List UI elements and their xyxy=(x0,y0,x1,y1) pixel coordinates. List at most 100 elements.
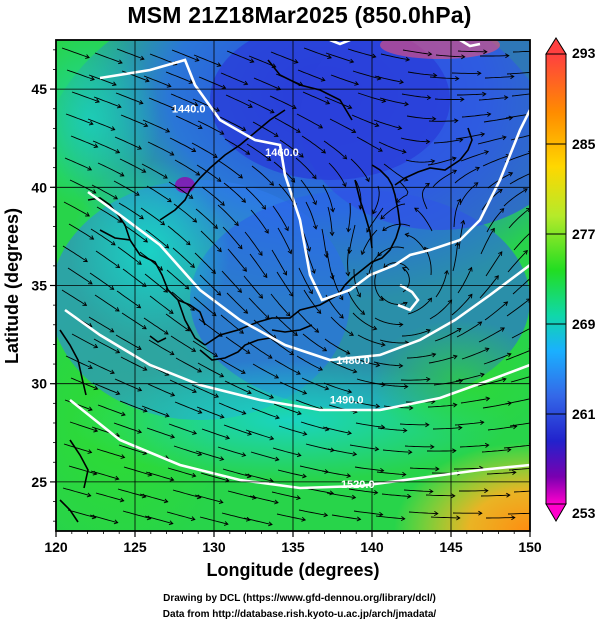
streamline xyxy=(305,201,317,230)
streamline xyxy=(170,335,196,352)
streamline-arrowhead xyxy=(432,72,438,78)
streamline xyxy=(68,465,97,475)
y-tick-label: 35 xyxy=(31,278,47,294)
streamline xyxy=(324,338,350,355)
streamline xyxy=(199,274,221,296)
streamline xyxy=(331,514,361,520)
streamline-arrowhead xyxy=(525,207,530,213)
streamline-arrowhead xyxy=(299,153,304,158)
streamline-arrowhead xyxy=(349,58,355,64)
streamline-arrowhead xyxy=(289,350,295,356)
streamline xyxy=(172,247,195,268)
streamline-arrowhead xyxy=(352,368,358,374)
streamline xyxy=(119,400,148,412)
streamline xyxy=(196,406,224,418)
streamline-arrowhead xyxy=(269,181,274,186)
streamline-arrowhead xyxy=(407,449,413,455)
streamline xyxy=(348,224,356,254)
streamline xyxy=(512,50,530,53)
streamline xyxy=(93,338,120,353)
streamline xyxy=(507,512,530,515)
streamline xyxy=(90,470,119,480)
streamline-arrowhead xyxy=(455,76,460,81)
y-tick-label: 25 xyxy=(31,474,47,490)
streamline xyxy=(353,510,383,516)
streamline-arrowhead xyxy=(347,104,353,110)
x-tick-label: 150 xyxy=(518,539,542,555)
streamline-arrowhead xyxy=(535,373,539,377)
streamline-arrowhead xyxy=(163,498,169,504)
streamline-arrowhead xyxy=(112,81,117,87)
streamline xyxy=(122,268,147,287)
streamline-arrowhead xyxy=(401,149,407,154)
streamline-arrowhead xyxy=(375,403,381,409)
streamline xyxy=(270,293,291,317)
streamline xyxy=(252,363,279,379)
streamline xyxy=(382,449,412,453)
streamline xyxy=(247,99,275,114)
streamline-arrowhead xyxy=(371,53,377,59)
streamline-arrowhead xyxy=(95,98,100,104)
streamline xyxy=(277,469,307,478)
streamline xyxy=(249,495,279,504)
streamline-arrowhead xyxy=(473,182,479,187)
streamline-arrowhead xyxy=(282,270,288,276)
streamline xyxy=(192,340,218,357)
streamline-arrowhead xyxy=(322,346,328,352)
streamline xyxy=(169,379,197,393)
streamline xyxy=(139,493,168,503)
streamline xyxy=(250,209,269,234)
streamline xyxy=(65,113,94,125)
streamline-arrowhead xyxy=(312,174,317,180)
streamline xyxy=(352,70,381,80)
streamline-arrowhead xyxy=(339,313,344,319)
streamline xyxy=(506,71,530,75)
streamline xyxy=(513,490,530,493)
streamline xyxy=(192,98,220,112)
streamline xyxy=(170,93,198,106)
contour-label: 1520.0 xyxy=(341,479,375,491)
streamline xyxy=(271,249,287,276)
contour-label: 1440.0 xyxy=(172,104,206,116)
streamline-arrowhead xyxy=(188,194,194,199)
streamline-arrowhead xyxy=(258,294,264,299)
streamline xyxy=(329,360,357,373)
streamline-arrowhead xyxy=(192,388,197,394)
streamline-arrowhead xyxy=(237,288,242,293)
wind-streamlines xyxy=(61,47,539,527)
streamline-arrowhead xyxy=(261,205,267,210)
streamline-arrowhead xyxy=(113,519,119,525)
streamline-arrowhead xyxy=(509,74,515,80)
streamline-arrowhead xyxy=(93,343,99,349)
streamline xyxy=(452,242,459,272)
streamline-arrowhead xyxy=(296,370,301,375)
streamline-arrowhead xyxy=(398,322,404,328)
streamline-arrowhead xyxy=(215,107,220,112)
streamline xyxy=(479,275,499,299)
streamline xyxy=(505,350,530,361)
streamline-arrowhead xyxy=(164,243,170,249)
colorbar-gradient xyxy=(545,53,567,505)
streamline xyxy=(486,517,515,519)
streamline xyxy=(432,170,457,188)
streamline-arrowhead xyxy=(425,376,431,382)
streamline xyxy=(376,471,406,476)
streamline xyxy=(175,115,203,129)
streamline xyxy=(173,445,202,456)
streamline xyxy=(323,140,347,160)
streamline xyxy=(433,379,463,386)
streamline-arrowhead xyxy=(136,303,142,309)
streamline-arrowhead xyxy=(185,327,191,332)
colorbar-tick-label: 293 xyxy=(572,45,596,61)
streamline xyxy=(382,223,411,231)
streamline-arrowhead xyxy=(143,122,149,128)
streamline-arrowhead xyxy=(456,198,461,204)
streamline-arrowhead xyxy=(296,410,302,416)
streamline-arrowhead xyxy=(427,51,433,57)
streamline-arrowhead xyxy=(197,368,203,373)
streamline-arrowhead xyxy=(245,516,251,522)
streamline xyxy=(174,159,200,176)
streamline-arrowhead xyxy=(508,115,514,121)
streamline-arrowhead xyxy=(354,81,360,86)
streamline xyxy=(201,428,230,439)
